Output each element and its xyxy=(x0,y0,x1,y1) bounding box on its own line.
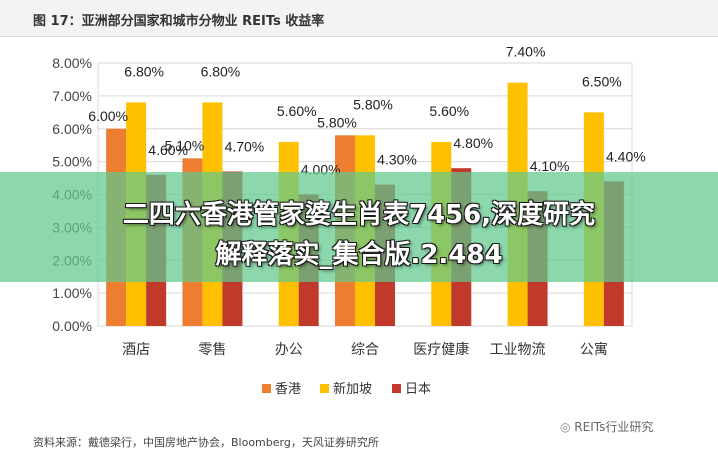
x-tick-label: 工业物流 xyxy=(490,341,546,357)
legend-label: 日本 xyxy=(405,381,431,396)
data-label: 4.40% xyxy=(606,148,646,164)
data-label: 6.50% xyxy=(582,73,622,89)
figure-header: 图 17：亚洲部分国家和城市分物业 REITs 收益率 xyxy=(0,0,718,37)
watermark: ◎ REITs行业研究 xyxy=(560,418,653,435)
data-label: 5.60% xyxy=(277,103,317,119)
x-tick-label: 零售 xyxy=(198,341,226,357)
wechat-icon: ◎ xyxy=(560,420,575,434)
legend-swatch xyxy=(262,384,271,393)
legend: 香港 新加坡 日本 xyxy=(262,381,431,396)
data-label: 5.10% xyxy=(165,137,205,153)
legend-label: 新加坡 xyxy=(333,381,372,396)
source-note: 资料来源：戴德梁行，中国房地产协会，Bloomberg，天风证券研究所 xyxy=(33,436,379,449)
y-tick-label: 6.00% xyxy=(52,121,92,137)
x-tick-label: 酒店 xyxy=(122,341,150,357)
y-tick-label: 0.00% xyxy=(52,318,92,334)
banner-line-1: 二四六香港管家婆生肖表7456,深度研究 xyxy=(122,200,596,230)
data-label: 4.60% xyxy=(148,142,188,158)
x-tick-label: 医疗健康 xyxy=(413,341,469,357)
data-labels: 6.00%6.80%4.60%5.10%6.80%4.70%5.60%4.00%… xyxy=(88,44,645,178)
overlay-banner: 二四六香港管家婆生肖表7456,深度研究 解释落实_集合版.2.484 xyxy=(0,172,718,282)
legend-label: 香港 xyxy=(275,381,301,396)
data-label: 6.00% xyxy=(88,108,128,124)
x-tick-label: 公寓 xyxy=(580,341,608,357)
data-label: 5.80% xyxy=(353,96,393,112)
data-label: 6.80% xyxy=(124,63,164,79)
legend-swatch xyxy=(392,384,401,393)
data-label: 4.10% xyxy=(530,158,570,174)
x-tick-label: 办公 xyxy=(275,341,303,357)
y-tick-label: 1.00% xyxy=(52,285,92,301)
y-tick-label: 7.00% xyxy=(52,88,92,104)
data-label: 5.60% xyxy=(429,103,469,119)
x-axis: 酒店 零售 办公 综合 医疗健康 工业物流 公寓 xyxy=(122,341,608,357)
figure-title: 图 17：亚洲部分国家和城市分物业 REITs 收益率 xyxy=(33,14,325,29)
data-label: 4.70% xyxy=(225,138,265,154)
y-tick-label: 8.00% xyxy=(52,55,92,71)
data-label: 4.80% xyxy=(453,135,493,151)
watermark-text: REITs行业研究 xyxy=(574,420,654,434)
banner-line-2: 解释落实_集合版.2.484 xyxy=(215,240,503,270)
x-tick-label: 综合 xyxy=(351,341,379,357)
data-label: 5.80% xyxy=(317,114,357,130)
legend-swatch xyxy=(320,384,329,393)
data-label: 4.30% xyxy=(377,152,417,168)
data-label: 7.40% xyxy=(506,44,546,60)
y-tick-label: 5.00% xyxy=(52,154,92,170)
data-label: 6.80% xyxy=(201,63,241,79)
